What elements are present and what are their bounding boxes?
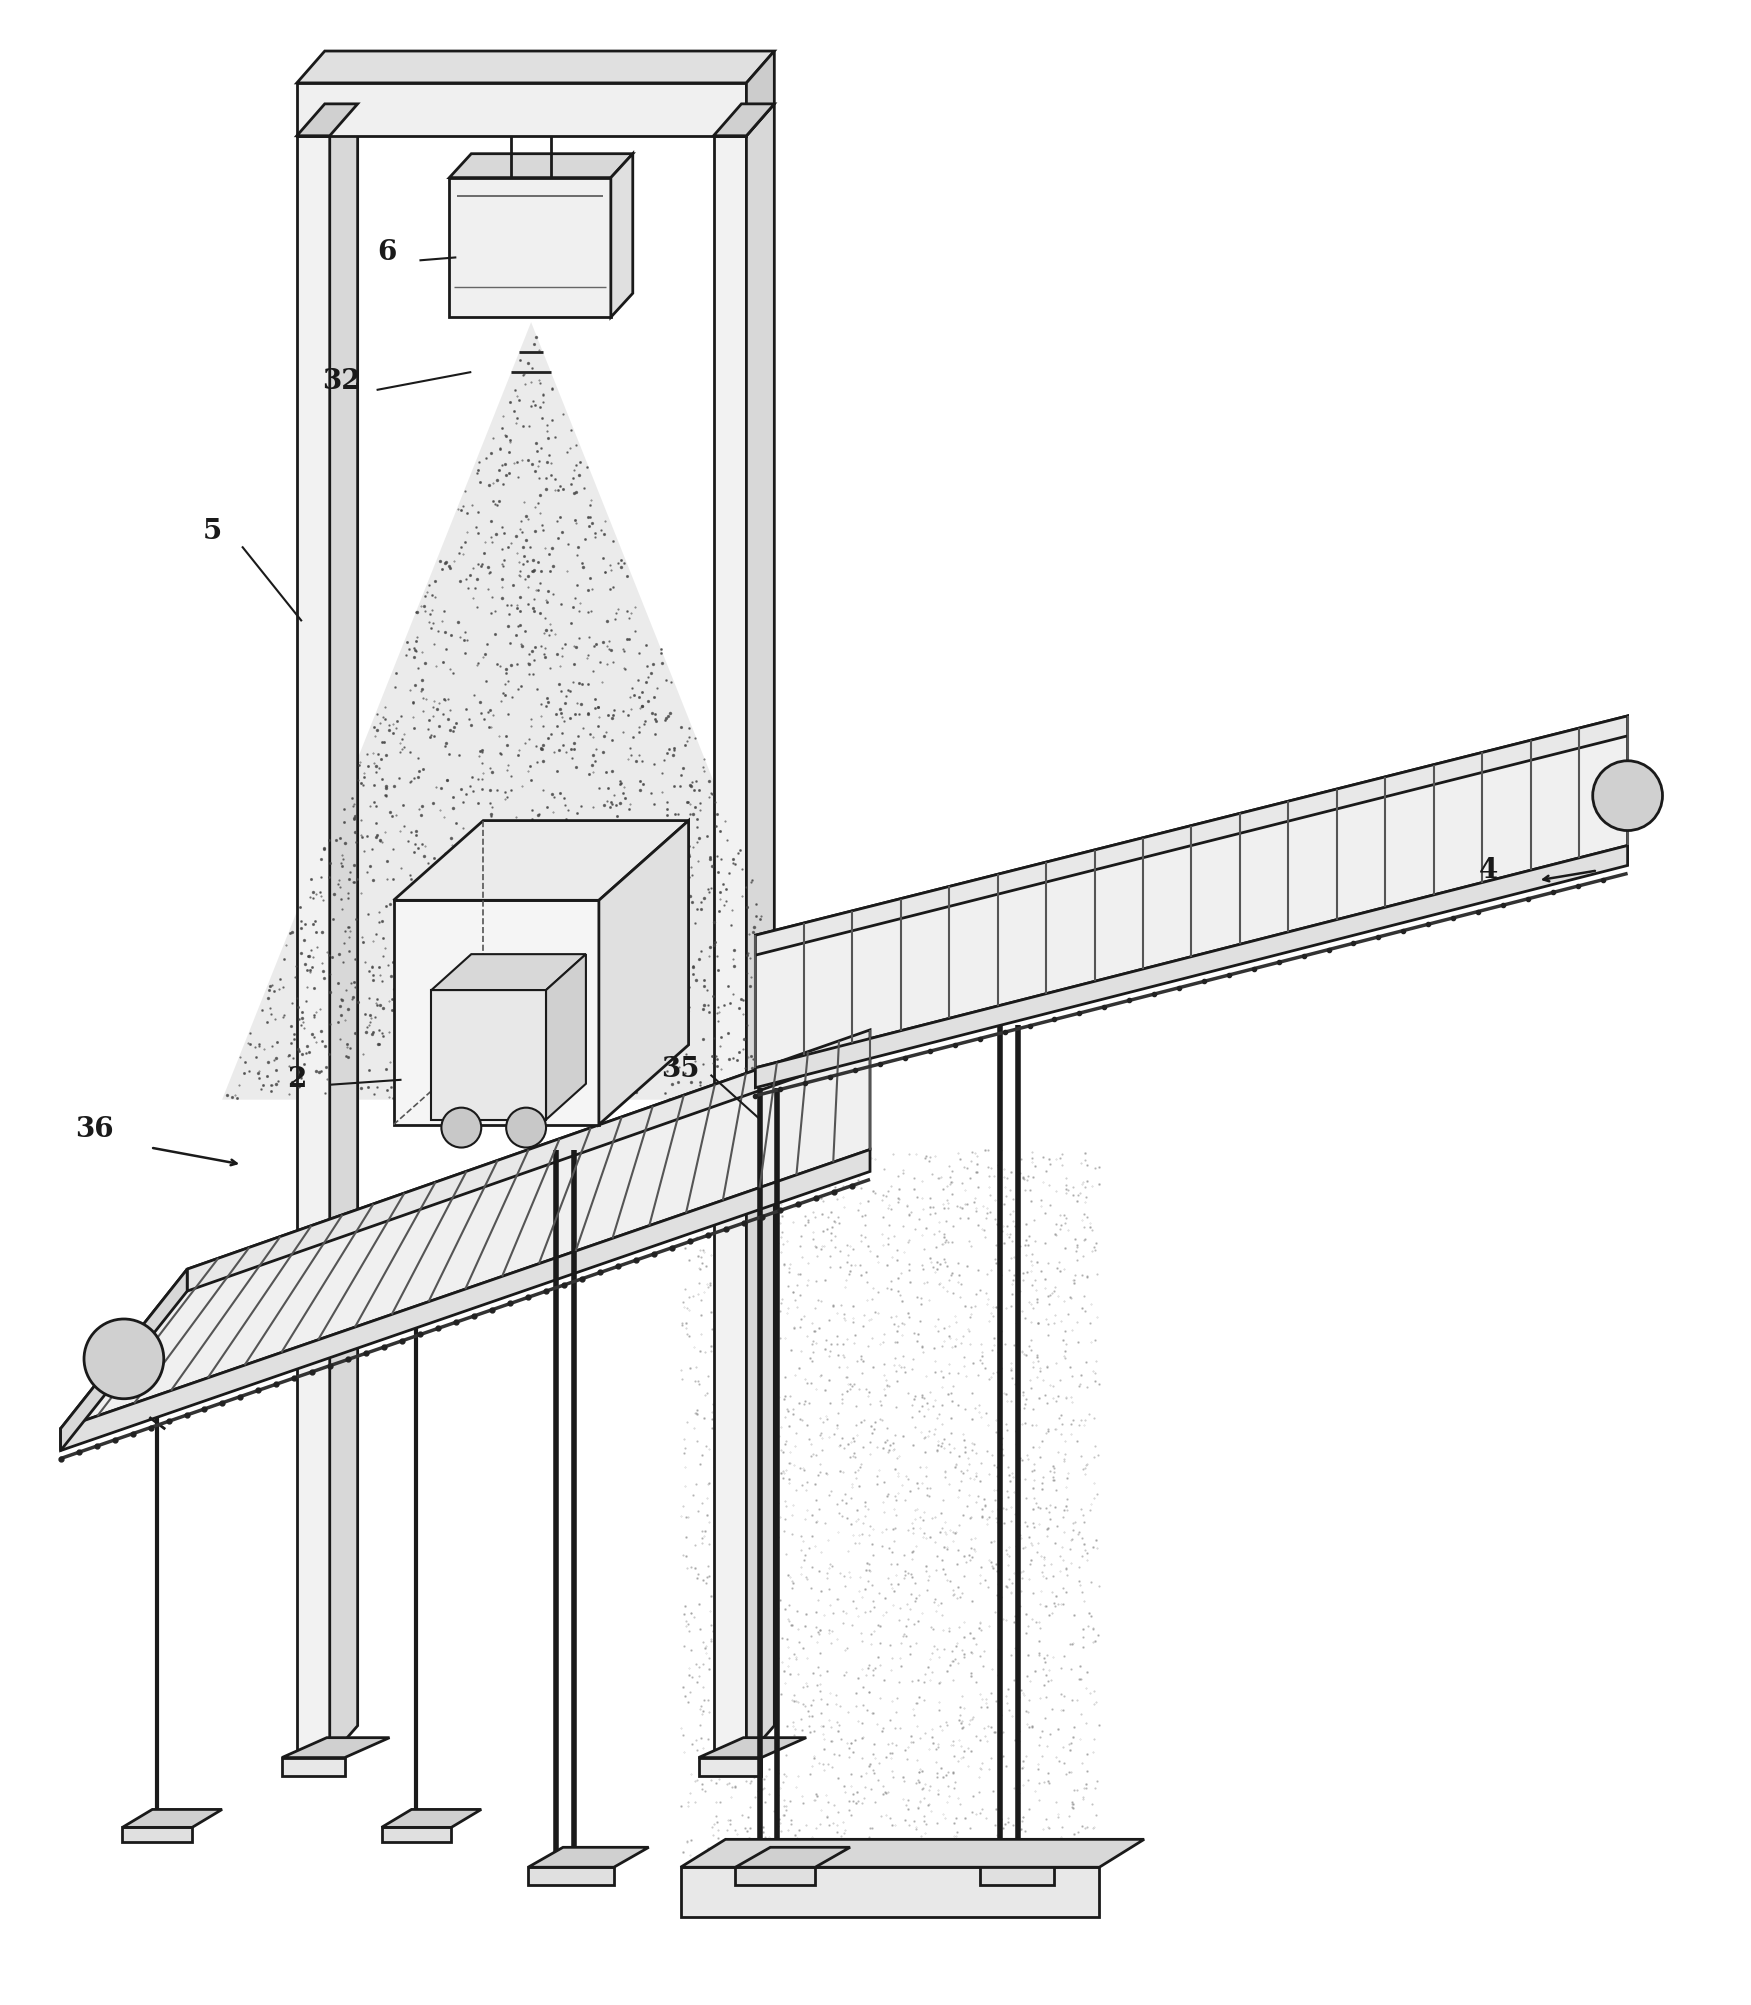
- Polygon shape: [431, 954, 587, 990]
- Circle shape: [1593, 760, 1662, 830]
- Polygon shape: [61, 1031, 870, 1430]
- Text: 6: 6: [376, 239, 396, 267]
- Polygon shape: [222, 323, 840, 1099]
- Polygon shape: [123, 1827, 193, 1843]
- Polygon shape: [746, 50, 774, 136]
- Circle shape: [441, 1107, 482, 1147]
- Polygon shape: [699, 1758, 762, 1776]
- Polygon shape: [394, 820, 688, 900]
- Text: 4: 4: [1478, 856, 1497, 884]
- Polygon shape: [599, 820, 688, 1125]
- Text: 2: 2: [287, 1067, 306, 1093]
- Circle shape: [506, 1107, 546, 1147]
- Polygon shape: [979, 1867, 1054, 1885]
- Polygon shape: [61, 1269, 187, 1450]
- Text: 35: 35: [662, 1057, 700, 1083]
- Circle shape: [84, 1319, 165, 1399]
- Text: 32: 32: [322, 369, 361, 395]
- Polygon shape: [298, 104, 357, 136]
- Polygon shape: [450, 178, 611, 317]
- Polygon shape: [431, 990, 546, 1119]
- Polygon shape: [735, 1867, 816, 1885]
- Polygon shape: [61, 1149, 870, 1450]
- Polygon shape: [394, 900, 599, 1125]
- Polygon shape: [699, 1738, 805, 1758]
- Polygon shape: [681, 1839, 1143, 1867]
- Polygon shape: [755, 846, 1628, 1089]
- Text: 5: 5: [203, 517, 222, 545]
- Polygon shape: [746, 104, 774, 1758]
- Polygon shape: [450, 154, 632, 178]
- Polygon shape: [123, 1809, 222, 1827]
- Polygon shape: [755, 716, 1628, 954]
- Polygon shape: [529, 1847, 648, 1867]
- Polygon shape: [755, 716, 1628, 1069]
- Text: 36: 36: [75, 1117, 114, 1143]
- Polygon shape: [713, 104, 774, 136]
- Polygon shape: [382, 1809, 482, 1827]
- Polygon shape: [329, 104, 357, 1758]
- Polygon shape: [298, 82, 746, 136]
- Polygon shape: [713, 136, 746, 1758]
- Polygon shape: [611, 154, 632, 317]
- Polygon shape: [546, 954, 587, 1119]
- Polygon shape: [382, 1827, 452, 1843]
- Polygon shape: [282, 1758, 345, 1776]
- Polygon shape: [282, 1738, 389, 1758]
- Polygon shape: [298, 50, 774, 82]
- Polygon shape: [529, 1867, 615, 1885]
- Polygon shape: [681, 1867, 1100, 1917]
- Polygon shape: [735, 1847, 849, 1867]
- Polygon shape: [187, 1031, 870, 1291]
- Polygon shape: [298, 136, 329, 1758]
